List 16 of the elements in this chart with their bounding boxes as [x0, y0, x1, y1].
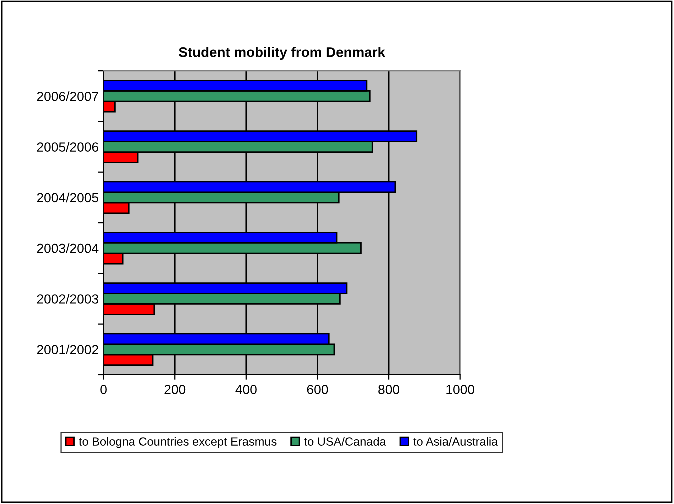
legend-label: to Asia/Australia — [414, 437, 498, 446]
x-tick-label: 800 — [378, 385, 400, 394]
x-tick-label: 400 — [236, 385, 257, 394]
y-tick-label: 2003/2004 — [37, 244, 99, 254]
x-tick-label: 200 — [164, 385, 186, 394]
y-tick-label: 2002/2003 — [37, 294, 98, 304]
x-tick-label: 600 — [307, 385, 328, 394]
x-tick-label: 0 — [100, 385, 107, 394]
legend-label: to USA/Canada — [304, 437, 386, 446]
legend-label: to Bologna Countries except Erasmus — [79, 437, 277, 448]
y-tick-label: 2004/2005 — [37, 192, 99, 203]
x-tick-label: 1000 — [446, 385, 475, 394]
chart-title: Student mobility from Denmark — [179, 47, 386, 60]
y-tick-label: 2001/2002 — [37, 344, 98, 355]
y-tick-label: 2005/2006 — [37, 142, 98, 152]
y-tick-label: 2006/2007 — [37, 92, 98, 102]
